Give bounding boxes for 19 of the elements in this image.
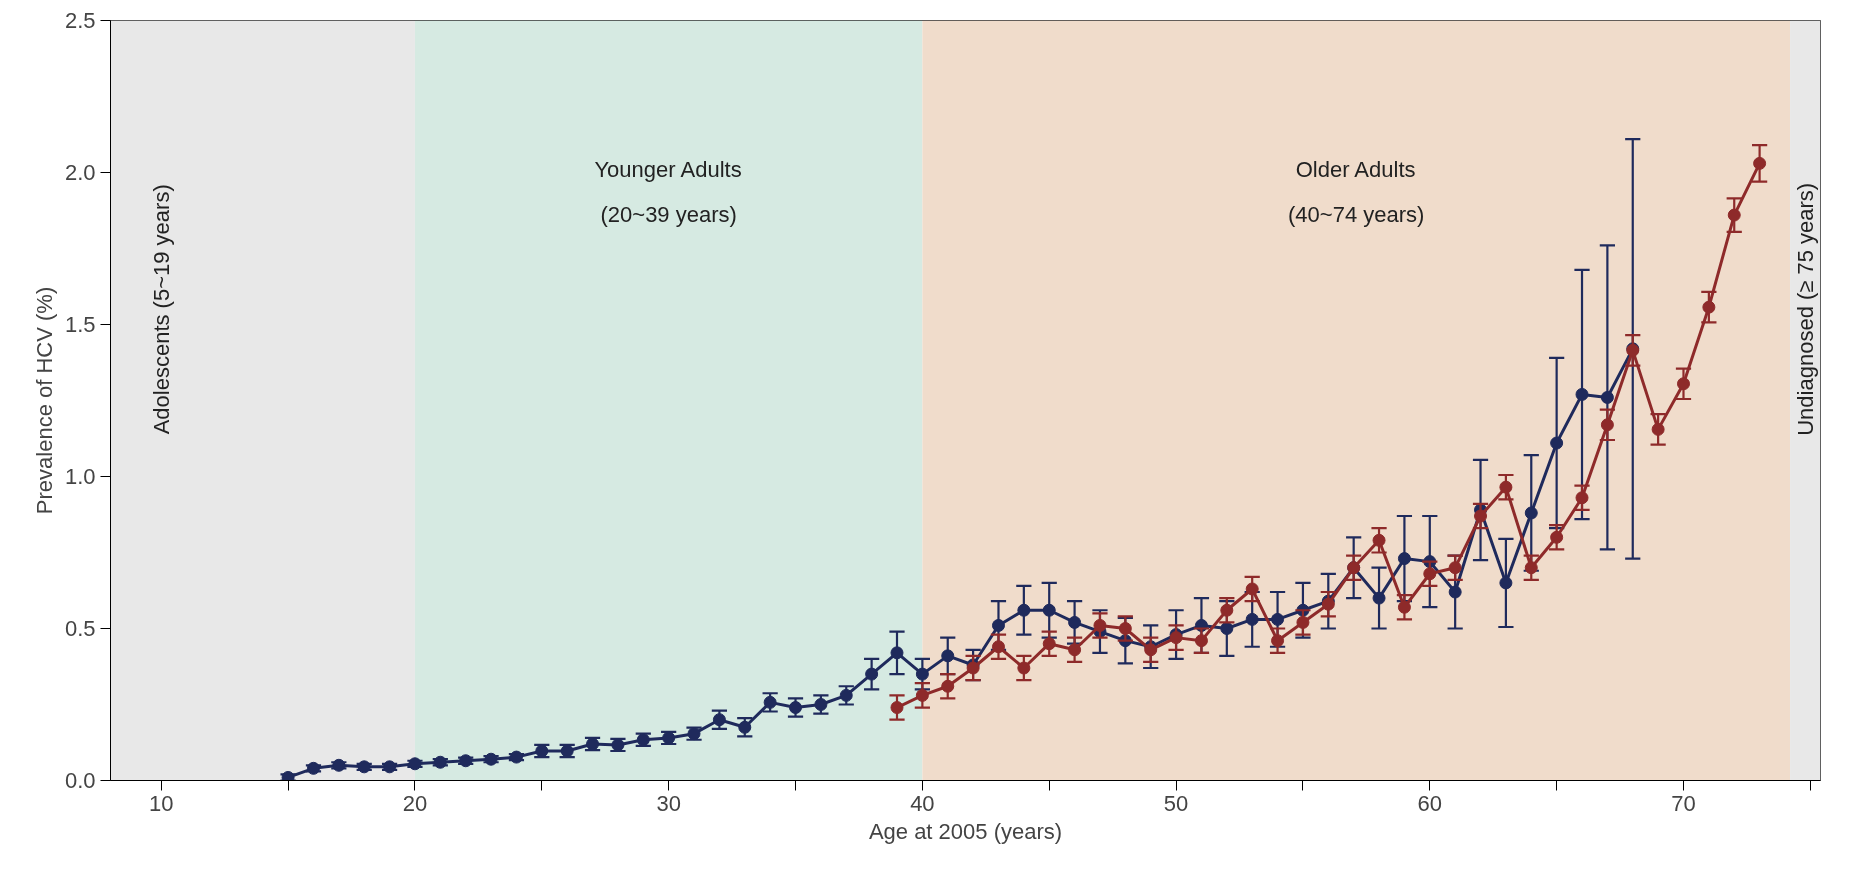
x-tick-label: 50 (1163, 790, 1189, 816)
band-label: Undiagnosed (≥ 75 years) (1792, 182, 1818, 436)
x-tick-label: 70 (1671, 790, 1696, 816)
x-tick-label: 20 (402, 790, 428, 816)
x-tick-label: 60 (1417, 790, 1443, 816)
band-label: Adolescents (5~19 years) (148, 184, 174, 435)
y-tick-label: 1.0 (64, 464, 96, 489)
band-label: Younger Adults (20~39 years) (594, 157, 742, 228)
x-tick-label: 10 (149, 790, 174, 816)
y-tick-label: 2.5 (64, 8, 96, 33)
y-tick-label: 0.0 (64, 768, 96, 793)
band-label: Older Adults (40~74 years) (1288, 157, 1425, 228)
y-tick-label: 0.5 (64, 616, 96, 641)
x-tick-label: 30 (656, 790, 681, 816)
x-axis-title: Age at 2005 (years) (868, 818, 1063, 844)
x-tick-label: 40 (910, 790, 935, 816)
y-tick-label: 2.0 (64, 160, 96, 185)
y-tick-label: 1.5 (64, 312, 96, 337)
y-axis-title: Prevalence of HCV (%) (31, 286, 57, 515)
